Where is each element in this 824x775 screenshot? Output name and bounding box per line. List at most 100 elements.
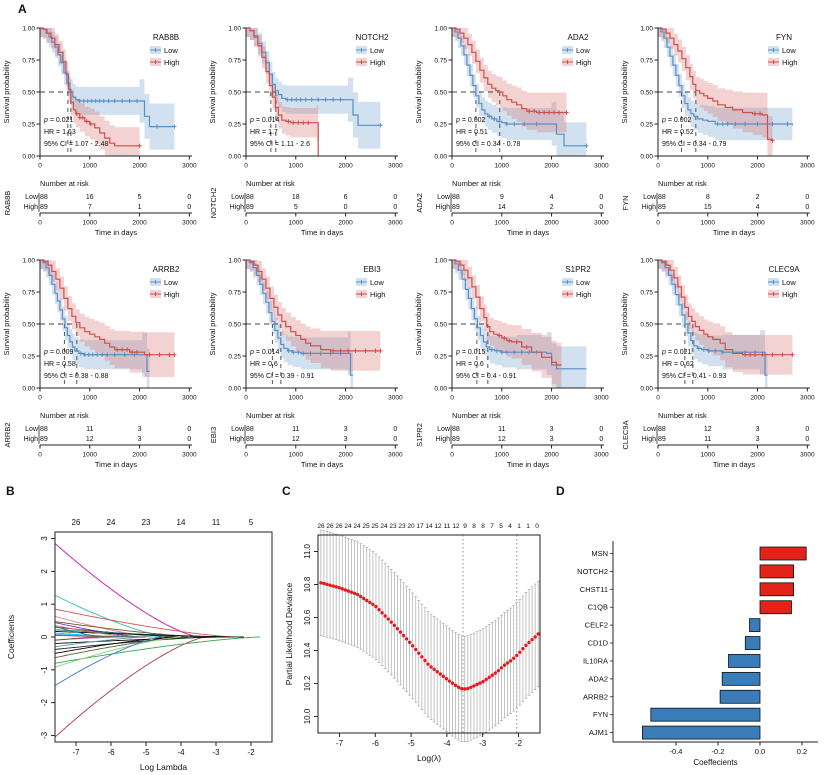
coef-path xyxy=(54,636,213,650)
ci-band-low xyxy=(658,28,793,151)
censor-mark xyxy=(551,110,557,115)
svg-text:2000: 2000 xyxy=(544,452,559,459)
deviance-dot xyxy=(533,635,537,639)
svg-text:-5: -5 xyxy=(408,739,416,748)
deviance-dot xyxy=(447,679,452,683)
censor-mark xyxy=(742,352,748,357)
censor-mark xyxy=(77,98,83,104)
coef-path xyxy=(54,636,176,654)
svg-text:88: 88 xyxy=(246,426,254,433)
svg-text:0.75: 0.75 xyxy=(22,57,35,64)
censor-mark xyxy=(296,120,301,125)
svg-text:5: 5 xyxy=(138,194,142,201)
censor-mark xyxy=(330,348,336,354)
censor-mark xyxy=(97,98,102,104)
svg-text:-6: -6 xyxy=(372,739,380,748)
censor-mark xyxy=(536,110,542,115)
legend-label: High xyxy=(164,58,179,67)
censor-mark xyxy=(85,98,90,104)
deviance-dot xyxy=(453,683,458,688)
legend-title: S1PR2 xyxy=(565,265,591,274)
censor-mark xyxy=(546,110,552,115)
svg-text:p = 0.015: p = 0.015 xyxy=(455,349,486,356)
cv-deviance-svg: -7 -6 -5 -4 -3 -210.010.210.410.610.811.026 26… xyxy=(284,523,541,763)
deviance-dot xyxy=(450,681,455,685)
x-axis-title: Coeffecients xyxy=(693,758,737,767)
deviance-dot xyxy=(386,617,390,621)
deviance-dot xyxy=(524,643,528,647)
censor-mark xyxy=(524,344,529,350)
svg-text:88: 88 xyxy=(246,194,254,201)
gene-label: ARRB2 xyxy=(583,692,608,701)
ci-band-high xyxy=(452,28,567,137)
svg-text:0: 0 xyxy=(244,452,248,459)
stats-annotation: p = 0.021 HR = 1.63 95% CI = 1.07 - 2.48 xyxy=(43,117,109,148)
censor-mark xyxy=(760,352,765,357)
top-axis-df-label: 25 xyxy=(371,523,379,530)
deviance-dot xyxy=(530,637,534,642)
svg-text:HR = 0.6: HR = 0.6 xyxy=(250,361,278,368)
svg-text:1000: 1000 xyxy=(701,220,716,227)
svg-text:0.00: 0.00 xyxy=(640,385,653,392)
svg-text:0: 0 xyxy=(656,163,660,170)
plot-area xyxy=(658,27,793,156)
axes: 1.00 0.75 0.50 0.25 0.000 1000 2000 3000 Surviva… xyxy=(414,257,609,401)
svg-text:0: 0 xyxy=(656,452,660,459)
risk-row-label-high: High xyxy=(642,436,657,443)
censor-mark xyxy=(134,98,140,104)
deviance-dot xyxy=(459,686,464,691)
censor-mark xyxy=(106,98,111,104)
legend: ADA2 Low High xyxy=(562,33,591,67)
coef-bar-IL10RA xyxy=(728,654,761,668)
legend-title: NOTCH2 xyxy=(356,33,389,42)
coef-path xyxy=(54,636,146,648)
censor-mark xyxy=(296,349,301,355)
censor-mark xyxy=(752,111,758,116)
svg-text:1.00: 1.00 xyxy=(228,25,241,32)
risk-table-gene-label: CLEC9A xyxy=(621,420,630,449)
top-axis-df-label: 1 xyxy=(526,523,530,530)
panel-label-a: A xyxy=(18,2,27,16)
x-axis-title: Log Lambda xyxy=(140,762,188,772)
coef-bar-MSN xyxy=(759,546,807,561)
svg-text:Survival probability: Survival probability xyxy=(2,292,11,355)
deviance-dot xyxy=(401,633,406,638)
coef-path xyxy=(54,636,99,641)
censor-mark xyxy=(132,352,137,357)
deviance-dot xyxy=(358,594,363,599)
svg-text:-5: -5 xyxy=(142,748,150,757)
svg-text:1: 1 xyxy=(40,601,49,606)
censor-mark xyxy=(732,121,738,127)
deviance-dot xyxy=(331,584,335,588)
svg-text:0.00: 0.00 xyxy=(22,385,35,392)
svg-text:12: 12 xyxy=(86,436,94,443)
svg-text:2000: 2000 xyxy=(132,220,147,227)
svg-text:-2: -2 xyxy=(247,748,255,757)
ci-band-low xyxy=(246,260,353,388)
svg-text:89: 89 xyxy=(658,204,666,211)
svg-text:-6: -6 xyxy=(107,748,115,757)
svg-text:88: 88 xyxy=(452,194,460,201)
deviance-dot xyxy=(377,608,381,612)
censor-mark xyxy=(286,348,292,354)
svg-text:2000: 2000 xyxy=(750,395,765,402)
y-axis-title: Coefficients xyxy=(6,615,16,659)
svg-text:4: 4 xyxy=(550,194,554,201)
risk-table-gene-label: ARRB2 xyxy=(3,422,12,447)
legend-label: High xyxy=(782,290,797,299)
axes: 1.00 0.75 0.50 0.25 0.000 1000 2000 3000 Surviva… xyxy=(620,257,815,401)
censor-mark xyxy=(345,348,351,354)
svg-text:0: 0 xyxy=(393,204,397,211)
censor-mark xyxy=(338,97,343,102)
risk-row-label-low: Low xyxy=(643,426,657,433)
censor-mark xyxy=(502,335,507,341)
axes: 1.00 0.75 0.50 0.25 0.000 1000 2000 3000 Surviva… xyxy=(620,25,815,169)
censor-mark xyxy=(706,348,711,354)
top-axis-df-label: 11 xyxy=(212,518,221,527)
censor-mark xyxy=(306,120,311,125)
ci-band-high xyxy=(246,260,381,377)
deviance-dot xyxy=(456,685,461,689)
svg-text:2000: 2000 xyxy=(132,395,147,402)
censor-mark xyxy=(564,110,569,115)
